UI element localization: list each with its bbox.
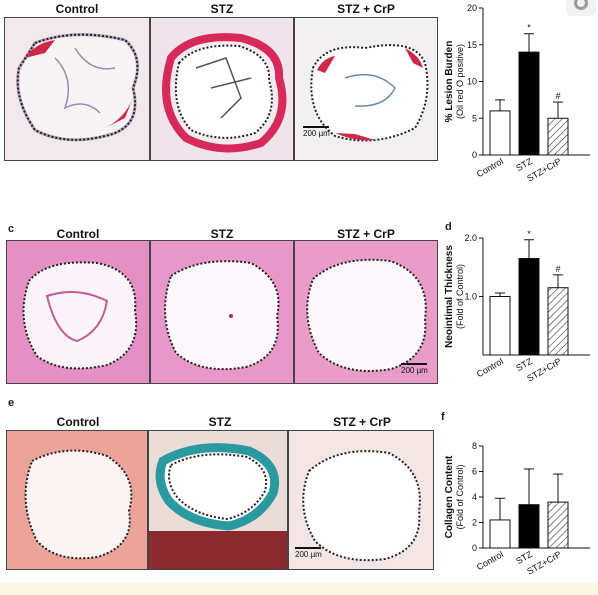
row3-title-control: Control	[56, 415, 100, 429]
bar-1-1	[518, 257, 540, 356]
x-tick-label-0-0: Control	[475, 156, 505, 179]
y-tick-label-0-2: 10	[467, 77, 477, 87]
y-tick-label-2-2: 4	[472, 492, 477, 502]
bar-2-2	[547, 501, 569, 549]
panel-letter-f: f	[441, 411, 445, 423]
row3-scale-bar: 200 µm	[295, 547, 322, 559]
y-tick-label-0-4: 20	[467, 3, 477, 13]
bar-1-2	[547, 287, 569, 356]
row2-title-control: Control	[56, 227, 100, 241]
bar-0-2	[547, 117, 569, 156]
row1-scale-bar: 200 µm	[303, 126, 330, 138]
y-tick-label-2-0: 0	[472, 543, 477, 553]
micrograph-trichrome-stz-crp: 200 µm	[288, 430, 434, 570]
corner-badge-icon	[566, 0, 596, 16]
y-axis-label-0: % Lesion Burden	[444, 41, 455, 123]
micrograph-oilred-stz-crp: 200 µm	[294, 17, 438, 161]
y-tick-label-2-1: 2	[472, 518, 477, 528]
panel-letter-e: e	[8, 397, 15, 409]
annotation-0-1: *	[527, 23, 531, 33]
x-tick-label-1-0: Control	[475, 356, 505, 379]
y-tick-label-0-3: 15	[467, 40, 477, 50]
y-axis-sublabel-0: (Oil red O positive)	[455, 44, 465, 119]
panel-letter-c: c	[8, 223, 15, 235]
annotation-1-1: *	[527, 229, 531, 239]
bar-0-0	[489, 110, 511, 156]
y-axis-sublabel-2: (Fold of Control)	[455, 464, 465, 529]
chart-neointimal-thickness: Neointimal Thickness (Fold of Control) 1.0…	[444, 229, 590, 384]
micrograph-oilred-stz	[150, 17, 294, 161]
annotation-1-2: #	[555, 264, 560, 274]
row1-title-stz: STZ	[210, 2, 234, 16]
row3-title-stz: STZ	[208, 415, 232, 429]
bottom-strip	[0, 583, 598, 595]
chart-collagen-content: Collagen Content (Fold of Control) 0 2 4 6 8 Co…	[444, 441, 590, 577]
row3-title-stz-crp: STZ + CrP	[333, 415, 391, 429]
bar-2-0	[489, 519, 511, 549]
y-tick-label-2-4: 8	[472, 441, 477, 451]
y-tick-label-2-3: 6	[472, 467, 477, 477]
panel-letter-d: d	[445, 221, 452, 233]
micrograph-he-control	[6, 240, 150, 384]
row1-title-stz-crp: STZ + CrP	[337, 2, 395, 16]
bar-1-0	[489, 296, 511, 356]
micrograph-trichrome-stz	[148, 430, 288, 570]
y-axis-label-1: Neointimal Thickness	[444, 245, 455, 348]
row2-title-stz-crp: STZ + CrP	[337, 227, 395, 241]
chart-lesion-burden: % Lesion Burden (Oil red O positive) 0 5 10 1…	[444, 3, 590, 184]
row2-scale-bar: 200 µm	[401, 363, 428, 375]
y-tick-label-1-0: 1.0	[464, 292, 477, 302]
y-tick-label-0-1: 5	[472, 113, 477, 123]
bar-2-1	[518, 504, 540, 549]
row1-title-control: Control	[55, 2, 99, 16]
bar-0-1	[518, 51, 540, 156]
y-tick-label-0-0: 0	[472, 150, 477, 160]
y-tick-label-1-1: 2.0	[464, 233, 477, 243]
row2-title-stz: STZ	[210, 227, 234, 241]
y-axis-sublabel-1: (Fold of Control)	[455, 264, 465, 329]
y-axis-label-2: Collagen Content	[444, 455, 455, 538]
annotation-0-2: #	[555, 91, 560, 101]
micrograph-he-stz-crp: 200 µm	[294, 240, 438, 384]
micrograph-oilred-control	[4, 17, 150, 161]
x-tick-label-2-0: Control	[475, 549, 505, 572]
micrograph-trichrome-control	[6, 430, 148, 570]
micrograph-he-stz	[150, 240, 294, 384]
